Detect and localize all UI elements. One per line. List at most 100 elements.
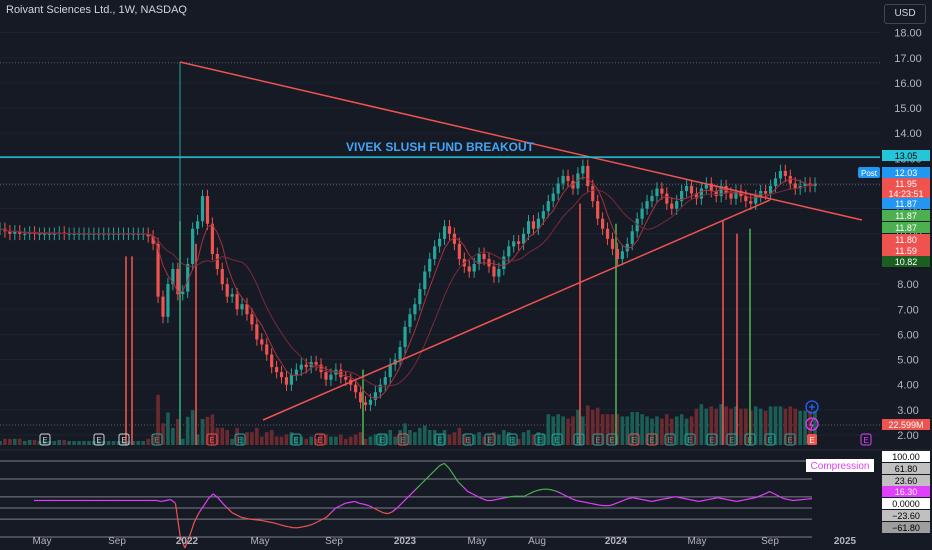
volume-bar [605,414,610,445]
plus-icon-ring [805,400,819,414]
earnings-marker-box [726,433,738,446]
candle-body [423,271,427,290]
volume-bar [650,418,654,445]
volume-bar [734,406,738,445]
volume-bar [615,414,620,445]
price-badge: 11.87 [882,222,930,233]
x-tick-label: May [688,536,707,547]
x-tick-label: Sep [325,536,343,547]
earnings-marker: E [434,433,446,446]
osc-line-segment [467,491,473,495]
volume-bar [378,434,383,445]
earnings-marker-box [551,433,563,446]
volume-bar [111,441,116,445]
volume-bar [269,430,274,445]
osc-label-text: Compression [811,461,870,472]
earnings-marker-box [206,433,218,446]
volume-bar [82,441,86,445]
volume-bar [413,432,417,445]
currency-selector[interactable]: USD [884,4,926,24]
osc-line-segment [165,498,171,502]
candle-body [482,253,486,259]
y-tick-label: 16.00 [894,78,922,90]
candle-body [47,233,51,235]
volume-bar [210,414,215,445]
osc-line-segment [731,499,737,503]
osc-line-segment [670,496,676,499]
candle-body [37,233,42,235]
volume-bar [255,427,259,445]
volume-bar [3,438,7,445]
lightning-icon[interactable] [805,417,819,431]
candle-body [768,186,773,194]
price-badge-box [882,210,930,221]
osc-line-segment [679,497,685,500]
candle-body [561,175,565,184]
x-tick-label: Sep [108,536,126,547]
volume-bar [319,434,323,445]
earnings-marker-label: E [767,436,772,445]
candle-body [438,238,442,247]
volume-bar [136,441,141,445]
earnings-marker-label: E [317,436,322,445]
osc-line-segment [340,502,346,507]
osc-line-segment [675,496,681,499]
earnings-marker: E [860,433,872,446]
osc-line-segment [694,499,699,503]
price-badge-tag: Post [861,169,878,178]
volume-bar [452,432,457,445]
earnings-marker: E [726,433,738,446]
candle-body [279,372,284,378]
osc-line-segment [321,516,327,521]
price-badge-box [882,419,930,430]
x-tick-label: Aug [528,536,546,547]
candle-body [77,233,81,235]
osc-line-segment [283,525,289,528]
candle-body [734,191,738,199]
volume-bar [279,436,284,445]
y-tick-label: 18.00 [894,28,922,40]
plus-icon[interactable] [805,400,819,414]
osc-line-segment [302,525,308,528]
earnings-marker-box [151,433,163,446]
volume-bar [27,439,32,445]
candle-body [250,314,254,325]
osc-line-segment [279,523,285,527]
volume-bar [422,425,427,445]
candle-body [171,269,175,285]
osc-line-segment [406,493,412,500]
candle-body [398,346,402,360]
earnings-marker-box [807,434,817,445]
osc-line-segment [179,535,186,549]
volume-bar [610,414,615,445]
osc-line-segment [269,521,275,524]
price-badge-box [882,245,930,256]
earnings-marker: E [551,433,563,446]
osc-badge-label: 61.80 [895,464,918,474]
osc-line-segment [198,505,205,514]
earnings-marker-box [684,433,696,446]
earnings-marker-label: E [379,436,384,445]
earnings-marker-label: E [293,436,298,445]
candle-body [477,253,481,264]
candle-body [442,226,447,239]
candle-body [314,362,318,365]
osc-line-segment [396,502,403,509]
osc-line-segment [193,512,200,523]
candle-body [82,233,86,235]
volume-bar [87,441,91,445]
osc-line-segment [241,516,247,519]
price-badge-box [882,188,930,199]
candle-body [783,170,787,176]
osc-line-segment [642,498,648,502]
osc-line-segment [698,499,704,503]
volume-bar [47,441,52,445]
candle-body [536,218,540,229]
earnings-marker-label: E [609,436,614,445]
y-tick-label: 15.00 [894,103,922,115]
candle-body [556,183,560,194]
earnings-marker-label: E [237,436,242,445]
candle-body [329,374,333,380]
earnings-marker-label: E [576,436,581,445]
